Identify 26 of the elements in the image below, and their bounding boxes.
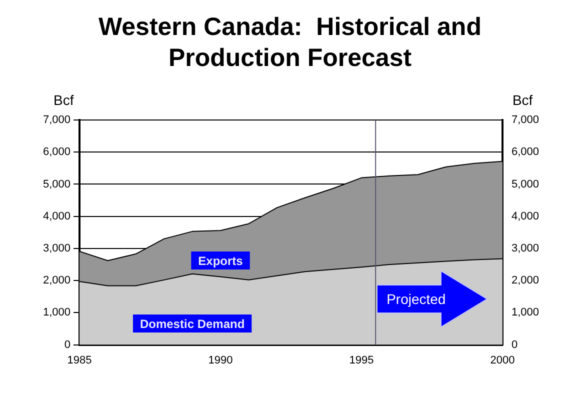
y2-tick-label: 7,000	[511, 114, 540, 126]
y2-tick-label: 6,000	[511, 146, 540, 158]
series-label: Exports	[198, 254, 244, 268]
y2-tick-label: 0	[511, 338, 518, 351]
y-tick-label: 7,000	[42, 114, 71, 126]
y-tick-label: 5,000	[42, 178, 71, 190]
y-tick-label: 1,000	[42, 306, 71, 319]
x-tick-label: 2000	[490, 354, 515, 366]
y-tick-label: 4,000	[42, 210, 71, 222]
x-tick-label: 1995	[349, 354, 374, 366]
y-tick-label: 0	[64, 338, 71, 351]
series-label: Domestic Demand	[140, 316, 245, 331]
y2-tick-label: 1,000	[511, 306, 540, 319]
y2-tick-label: 5,000	[511, 178, 540, 190]
x-tick-label: 1985	[67, 354, 92, 366]
chart-title: Western Canada: Historical and Production Forecast	[98, 12, 482, 74]
y-tick-label: 6,000	[42, 146, 71, 158]
y2-tick-label: 2,000	[511, 274, 540, 287]
y2-tick-label: 4,000	[511, 210, 540, 222]
y-tick-label: 2,000	[42, 274, 71, 287]
y2-axis-title: Bcf	[512, 92, 533, 108]
y2-tick-label: 3,000	[511, 242, 540, 254]
y-axis-title: Bcf	[54, 92, 74, 108]
x-tick-label: 1990	[208, 354, 233, 366]
y-tick-label: 3,000	[42, 242, 71, 254]
annotation: Projected	[386, 290, 446, 309]
